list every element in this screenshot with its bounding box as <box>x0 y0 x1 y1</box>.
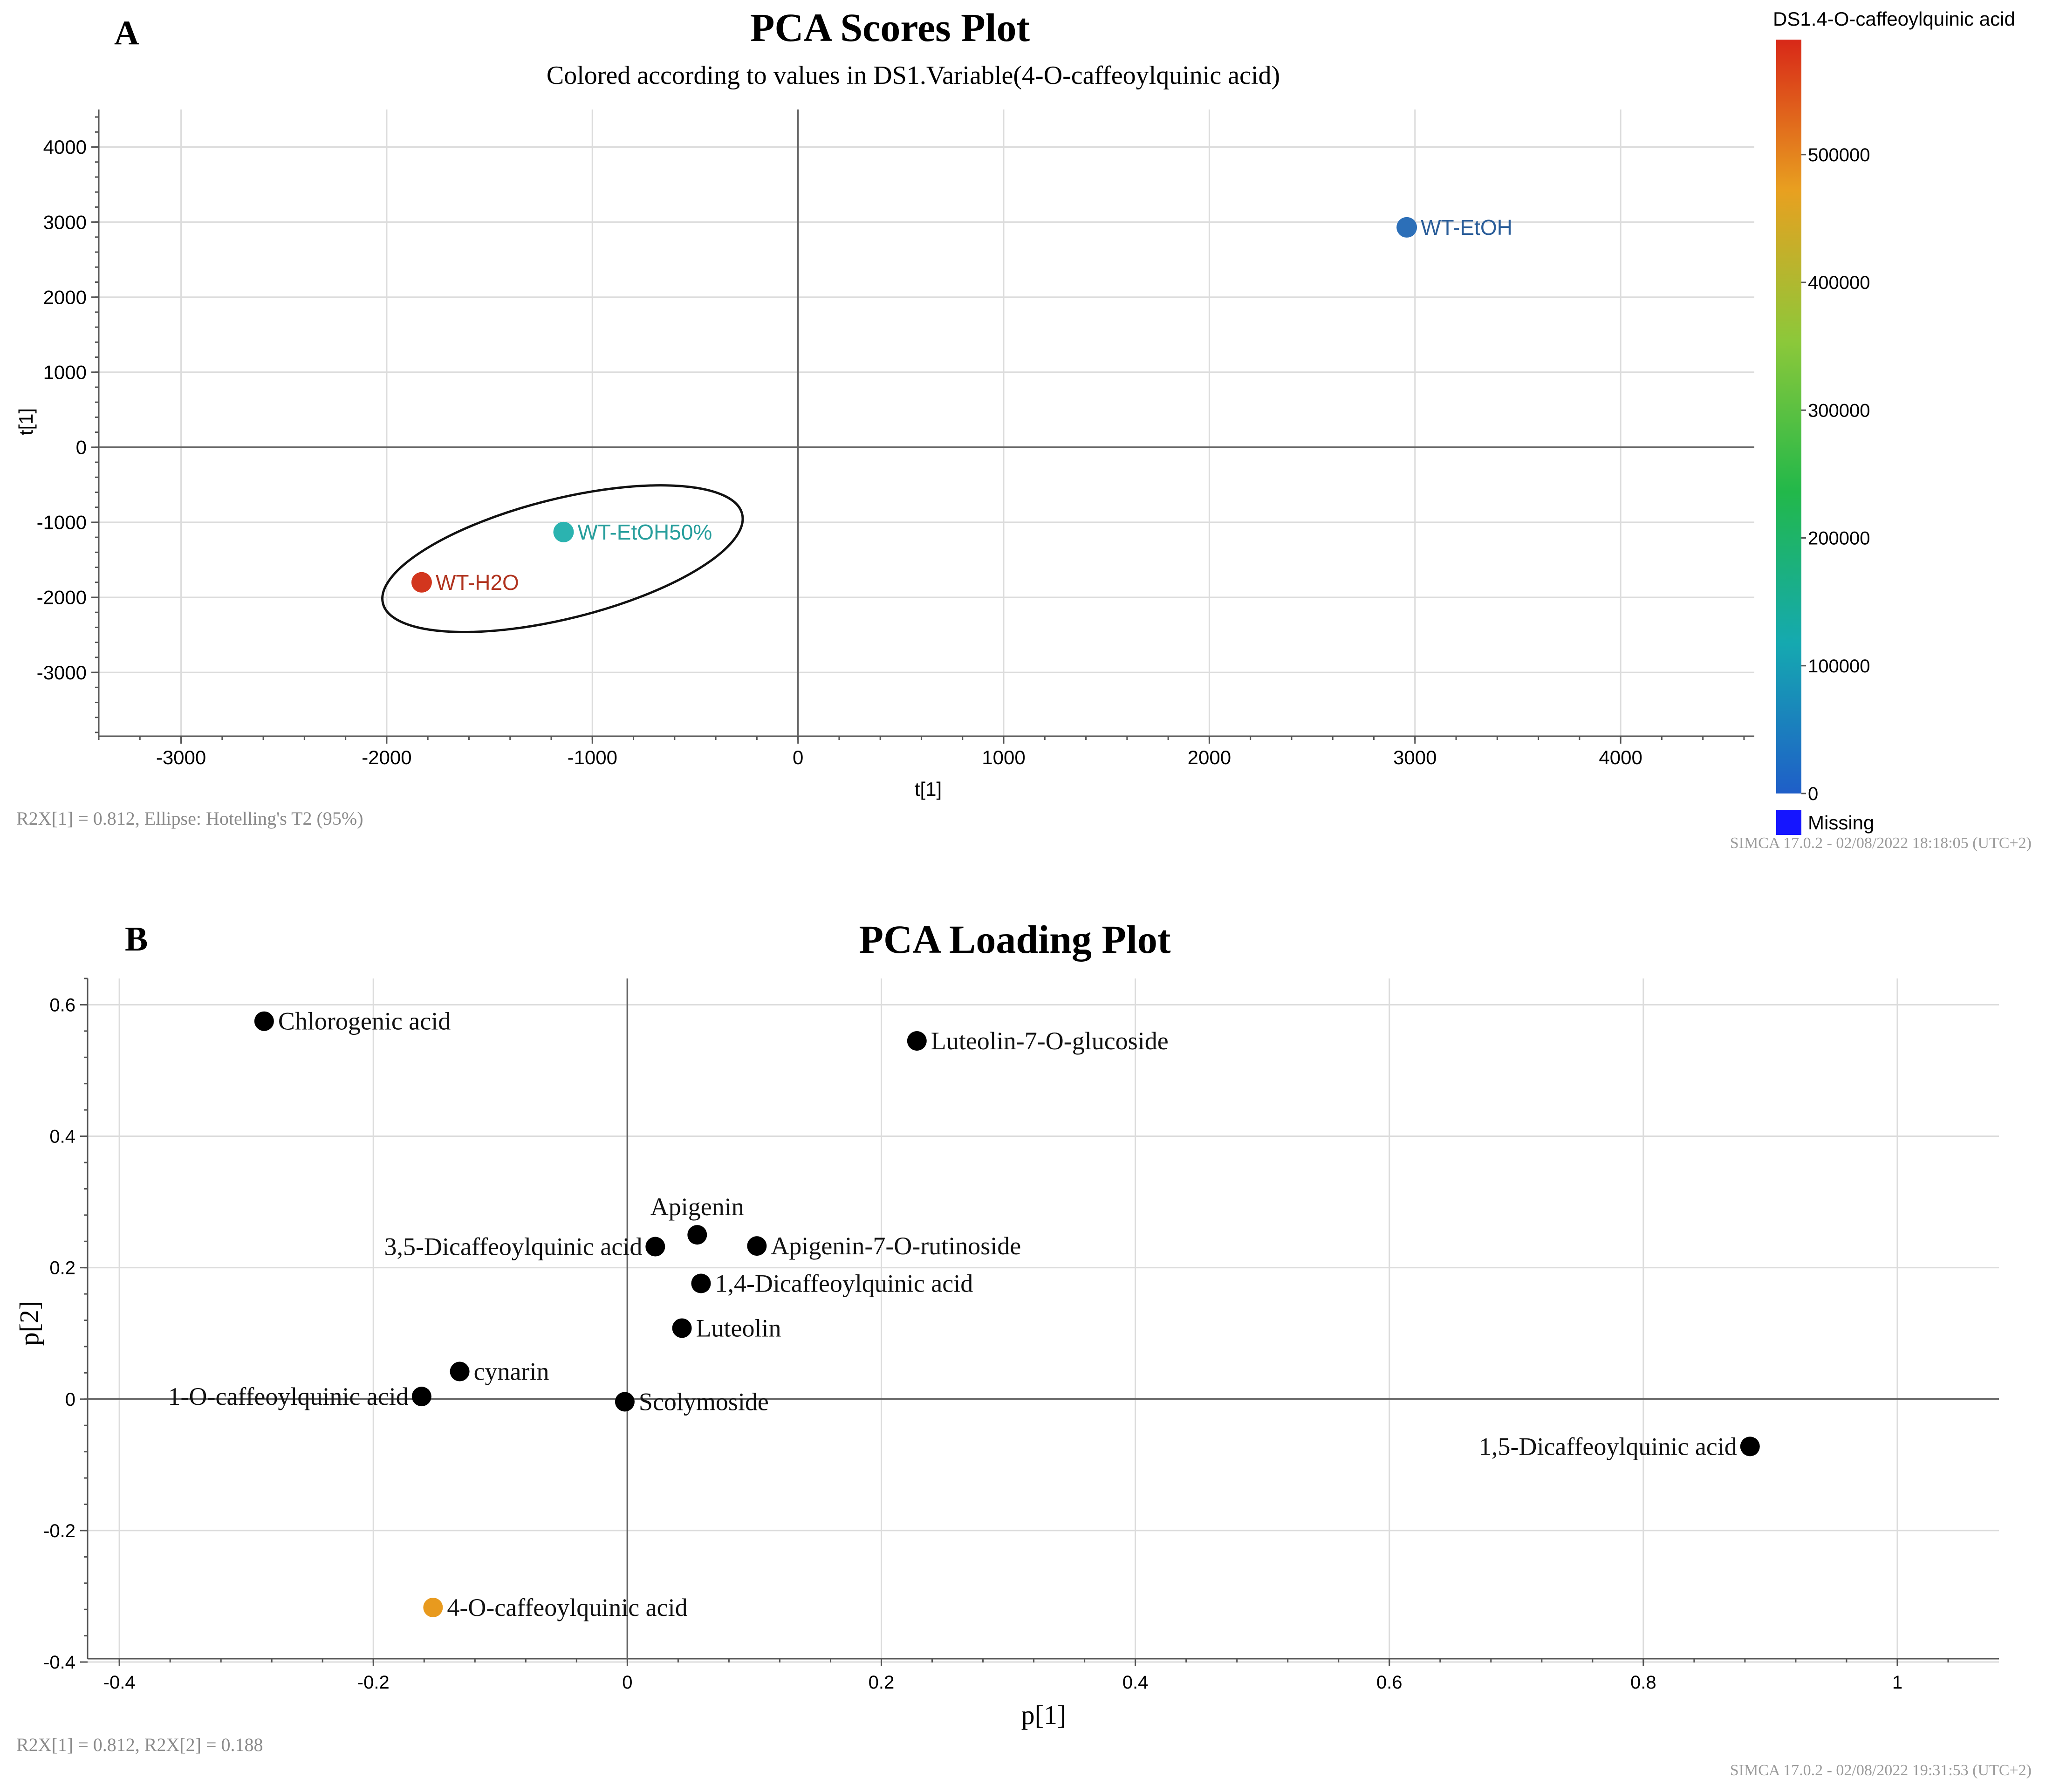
x-tick-label: -1000 <box>568 746 617 768</box>
loading-point[interactable] <box>687 1225 707 1245</box>
scores-x-axis-label: t[1] <box>915 778 942 800</box>
loading-point-label: 1,4-Dicaffeoylquinic acid <box>715 1270 973 1298</box>
loading-point[interactable] <box>672 1318 692 1338</box>
missing-label: Missing <box>1808 812 1874 834</box>
score-point-label: WT-EtOH <box>1421 215 1512 239</box>
x-tick-label: 0.4 <box>1122 1672 1149 1693</box>
y-tick-label: -2000 <box>37 587 87 609</box>
loading-point[interactable] <box>423 1597 443 1617</box>
score-point-label: WT-H2O <box>436 570 519 595</box>
y-tick-label: 0.4 <box>49 1127 75 1147</box>
scores-axes <box>98 109 1754 737</box>
loading-point[interactable] <box>645 1237 665 1257</box>
loading-point[interactable] <box>747 1236 767 1256</box>
loading-point-label: 3,5-Dicaffeoylquinic acid <box>384 1233 643 1261</box>
loading-point-label: Scolymoside <box>639 1388 769 1416</box>
score-point-label: WT-EtOH50% <box>577 520 712 544</box>
colorbar: DS1.4-O-caffeoylquinic acid 0 100000 20000… <box>1773 8 2015 835</box>
loading-software-stamp: SIMCA 17.0.2 - 02/08/2022 19:31:53 (UTC+… <box>1730 1762 2032 1779</box>
scores-points: WT-EtOH WT-EtOH50% WT-H2O <box>411 215 1512 595</box>
scores-ticks: -3000 -2000 -1000 0 1000 2000 3000 4000 -3000 -20… <box>37 116 1745 768</box>
panel-b-letter: B <box>125 920 148 958</box>
loading-point-label: Apigenin <box>650 1193 744 1221</box>
loading-point-label: 1-O-caffeoylquinic acid <box>168 1382 409 1410</box>
missing-swatch <box>1776 810 1801 835</box>
score-point[interactable] <box>553 521 574 542</box>
y-tick-label: -0.4 <box>43 1652 75 1673</box>
hotelling-t2-ellipse <box>381 484 744 633</box>
loading-point[interactable] <box>691 1273 711 1293</box>
x-tick-label: -3000 <box>156 746 206 768</box>
loading-point[interactable] <box>450 1361 470 1382</box>
x-tick-label: -2000 <box>362 746 411 768</box>
loading-point-label: cynarin <box>474 1358 549 1386</box>
loading-point[interactable] <box>907 1031 927 1051</box>
x-tick-label: 1000 <box>982 746 1025 768</box>
x-tick-label: 3000 <box>1393 746 1437 768</box>
colorbar-tick-label: 300000 <box>1808 400 1870 421</box>
loading-point-label: Luteolin-7-O-glucoside <box>931 1027 1169 1055</box>
loading-plot-title: PCA Loading Plot <box>859 917 1171 962</box>
x-tick-label: 2000 <box>1188 746 1231 768</box>
y-tick-label: -3000 <box>37 662 87 684</box>
panel-b: B PCA Loading Plot -0.4 -0.2 0 0.2 0.4 0.6 0.8… <box>14 917 2032 1779</box>
panel-a-letter: A <box>114 14 139 52</box>
loading-axes <box>87 978 1999 1660</box>
loading-points: Chlorogenic acid Luteolin-7-O-glucoside Ap… <box>168 1007 1760 1621</box>
x-tick-label: 0.6 <box>1376 1672 1403 1693</box>
colorbar-tick-label: 500000 <box>1808 145 1870 165</box>
loading-footnote: R2X[1] = 0.812, R2X[2] = 0.188 <box>16 1734 263 1755</box>
x-tick-label: -0.2 <box>357 1672 390 1693</box>
scores-y-axis-label: t[1] <box>15 408 37 435</box>
y-tick-label: -0.2 <box>43 1521 75 1541</box>
y-tick-label: 0.2 <box>49 1258 75 1279</box>
colorbar-tick-label: 100000 <box>1808 656 1870 677</box>
y-tick-label: 0 <box>76 437 87 458</box>
scores-plot-title: PCA Scores Plot <box>750 5 1030 50</box>
colorbar-tick-label: 0 <box>1808 784 1818 804</box>
loading-point[interactable] <box>1740 1436 1760 1457</box>
x-tick-label: 1 <box>1892 1672 1902 1693</box>
score-point[interactable] <box>411 572 432 593</box>
hotelling-ellipse <box>381 484 744 633</box>
loading-point[interactable] <box>254 1011 274 1031</box>
colorbar-tick-label: 200000 <box>1808 528 1870 549</box>
y-tick-label: 4000 <box>43 136 87 158</box>
x-tick-label: 0.2 <box>869 1672 895 1693</box>
y-tick-label: 2000 <box>43 286 87 308</box>
loading-ticks: -0.4 -0.2 0 0.2 0.4 0.6 0.8 1 -0.4 -0.2 0 0.2 0.4 0.6 <box>43 978 1949 1693</box>
panel-a: A PCA Scores Plot Colored according to v… <box>15 5 2032 852</box>
y-tick-label: 3000 <box>43 211 87 233</box>
scores-footnote: R2X[1] = 0.812, Ellipse: Hotelling's T2 … <box>16 808 363 829</box>
scores-software-stamp: SIMCA 17.0.2 - 02/08/2022 18:18:05 (UTC+… <box>1730 834 2032 852</box>
loading-grid <box>88 978 1999 1663</box>
loading-point-label: 4-O-caffeoylquinic acid <box>447 1594 687 1621</box>
x-tick-label: 0 <box>622 1672 632 1693</box>
loading-point-label: Luteolin <box>696 1314 781 1342</box>
x-tick-label: 0.8 <box>1630 1672 1656 1693</box>
y-tick-label: 0.6 <box>49 995 75 1015</box>
y-tick-label: 0 <box>65 1389 75 1410</box>
score-point[interactable] <box>1396 217 1417 238</box>
scores-grid <box>99 109 1754 736</box>
x-tick-label: -0.4 <box>103 1672 136 1693</box>
loading-point[interactable] <box>615 1392 635 1412</box>
x-tick-label: 4000 <box>1599 746 1642 768</box>
loading-point-label: Apigenin-7-O-rutinoside <box>771 1232 1021 1260</box>
y-tick-label: 1000 <box>43 361 87 383</box>
loading-point-label: Chlorogenic acid <box>278 1007 451 1035</box>
loading-y-axis-label: p[2] <box>14 1301 44 1346</box>
y-tick-label: -1000 <box>37 512 87 533</box>
loading-x-axis-label: p[1] <box>1021 1700 1067 1730</box>
colorbar-ticks: 0 100000 200000 300000 400000 500000 <box>1801 145 1870 804</box>
colorbar-gradient <box>1776 40 1801 793</box>
loading-point-label: 1,5-Dicaffeoylquinic acid <box>1479 1432 1737 1460</box>
x-tick-label: 0 <box>793 746 803 768</box>
scores-plot-subtitle: Colored according to values in DS1.Varia… <box>547 61 1280 90</box>
loading-point[interactable] <box>411 1387 431 1407</box>
colorbar-title: DS1.4-O-caffeoylquinic acid <box>1773 8 2015 30</box>
colorbar-tick-label: 400000 <box>1808 273 1870 293</box>
